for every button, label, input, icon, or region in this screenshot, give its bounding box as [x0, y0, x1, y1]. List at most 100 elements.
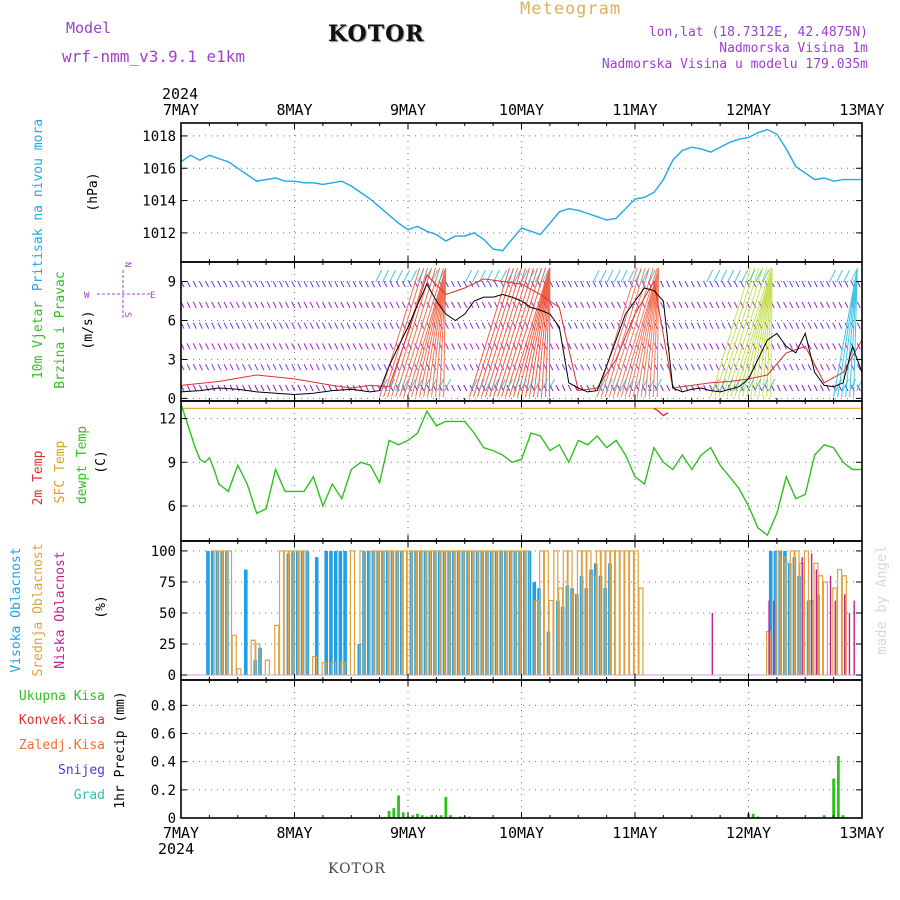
- wind-barb-band: [180, 343, 861, 350]
- mid-cloud-bar: [231, 634, 237, 676]
- mid-cloud-bar: [425, 550, 431, 676]
- precip-bar: [387, 810, 391, 818]
- mid-cloud-bar: [534, 599, 540, 676]
- y-tick-label: 0.4: [151, 755, 176, 771]
- mid-cloud-bar: [841, 575, 847, 676]
- y-tick-label: 6: [168, 313, 176, 329]
- mid-cloud-bar: [487, 550, 493, 676]
- mid-cloud-bar: [236, 668, 242, 676]
- mid-cloud-bar: [449, 550, 455, 676]
- precip-bar: [430, 815, 434, 818]
- legend-convective-rain: Konvek.Kisa: [19, 713, 105, 728]
- low-cloud-bar: [853, 600, 855, 676]
- wind-barb-block: [469, 267, 551, 398]
- high-cloud-bar: [333, 550, 338, 676]
- mid-cloud-bar: [340, 662, 346, 676]
- mid-cloud-bar: [822, 581, 828, 676]
- mid-cloud-bar: [392, 550, 398, 676]
- temp-axis-2m: 2m Temp: [31, 450, 46, 505]
- pressure-axis-title: Pritisak na nivou mora: [31, 119, 46, 291]
- high-cloud-bar: [210, 550, 215, 676]
- mid-cloud-bar: [453, 550, 460, 676]
- y-tick-label: 9: [168, 455, 176, 471]
- mid-cloud-bar: [482, 550, 488, 676]
- mid-cloud-bar: [491, 550, 497, 676]
- mid-cloud-bar: [614, 550, 620, 676]
- precip-bar: [751, 813, 755, 818]
- mid-cloud-bar: [803, 550, 810, 676]
- mid-cloud-bar: [562, 550, 568, 676]
- y-tick-label: 1018: [142, 129, 176, 145]
- top-x-tick-label: 12MAY: [726, 101, 771, 119]
- precip-bar: [420, 815, 424, 818]
- y-tick-label: 6: [168, 499, 176, 515]
- high-cloud-bar: [366, 550, 371, 676]
- low-cloud-bar: [711, 612, 714, 676]
- legend-frozen-rain: Zaledj.Kisa: [19, 738, 105, 753]
- precip-bar: [401, 812, 405, 818]
- high-cloud-bar: [768, 550, 773, 676]
- y-tick-label: 50: [159, 606, 176, 622]
- precip-bar: [841, 815, 845, 818]
- mid-cloud-bar: [302, 550, 308, 676]
- mid-cloud-bar: [411, 550, 417, 676]
- mid-cloud-bar: [439, 550, 445, 676]
- mid-cloud-bar: [387, 550, 393, 676]
- mid-cloud-bar: [501, 550, 507, 676]
- y-tick-label: 1012: [142, 226, 176, 242]
- mid-cloud-bar: [226, 550, 233, 676]
- wind-barb-block: [379, 267, 447, 398]
- top-x-tick-label: 11MAY: [612, 101, 657, 119]
- footer-station-label: KOTOR: [328, 861, 386, 877]
- y-tick-label: 3: [168, 352, 176, 368]
- mid-cloud-bar: [378, 550, 384, 676]
- altitude-label: Nadmorska Visina 1m: [719, 41, 868, 56]
- coords-label: lon,lat (18.7312E, 42.4875N): [648, 25, 868, 40]
- mid-cloud-bar: [420, 550, 426, 676]
- high-cloud-bar: [206, 550, 210, 676]
- bottom-x-tick-label: 13MAY: [839, 824, 884, 842]
- mid-cloud-bar: [586, 550, 592, 676]
- temp-axis-sfc: SFC Temp: [53, 441, 68, 504]
- legend-hail: Grad: [74, 788, 105, 803]
- mid-cloud-bar: [217, 550, 223, 676]
- y-tick-label: 1014: [142, 194, 176, 210]
- mid-cloud-bar: [591, 575, 597, 676]
- mid-cloud-bar: [434, 550, 441, 676]
- mid-cloud-bar: [278, 550, 285, 676]
- cloud-axis-unit: (%): [94, 595, 109, 618]
- high-cloud-bar: [324, 550, 328, 676]
- precip-bar: [439, 815, 443, 818]
- mid-cloud-bar: [567, 550, 573, 676]
- mid-cloud-bar: [813, 562, 819, 676]
- top-year-label: 2024: [162, 85, 198, 103]
- precip-bar: [836, 756, 840, 818]
- wind-barb-band: [180, 363, 861, 371]
- top-x-tick-label: 13MAY: [839, 101, 884, 119]
- mid-cloud-bar: [794, 550, 800, 676]
- compass-n: N: [122, 262, 132, 267]
- mid-cloud-bar: [553, 550, 559, 676]
- mid-cloud-bar: [416, 550, 422, 676]
- low-cloud-bar: [801, 557, 803, 676]
- y-tick-label: 0: [168, 668, 176, 684]
- credit-label: made by Angel: [874, 545, 890, 655]
- mid-cloud-bar: [818, 575, 824, 676]
- precip-bar: [444, 796, 448, 818]
- precip-bar: [411, 815, 415, 818]
- mid-cloud-bar: [515, 550, 521, 676]
- mid-cloud-bar: [444, 550, 450, 676]
- high-cloud-bar: [329, 550, 333, 676]
- mid-cloud-bar: [548, 599, 554, 676]
- meteogram-label: Meteogram: [520, 0, 622, 19]
- wind-barb-block-arrows: [465, 269, 555, 392]
- mid-cloud-bar: [775, 550, 781, 676]
- panel-frame-pressure: [180, 122, 863, 263]
- mid-cloud-bar: [264, 659, 270, 676]
- mid-cloud-bar: [832, 587, 838, 676]
- precip-bar: [392, 808, 396, 818]
- bottom-x-tick-label: 8MAY: [276, 824, 312, 842]
- mid-cloud-bar: [222, 550, 228, 676]
- mid-cloud-bar: [368, 550, 374, 676]
